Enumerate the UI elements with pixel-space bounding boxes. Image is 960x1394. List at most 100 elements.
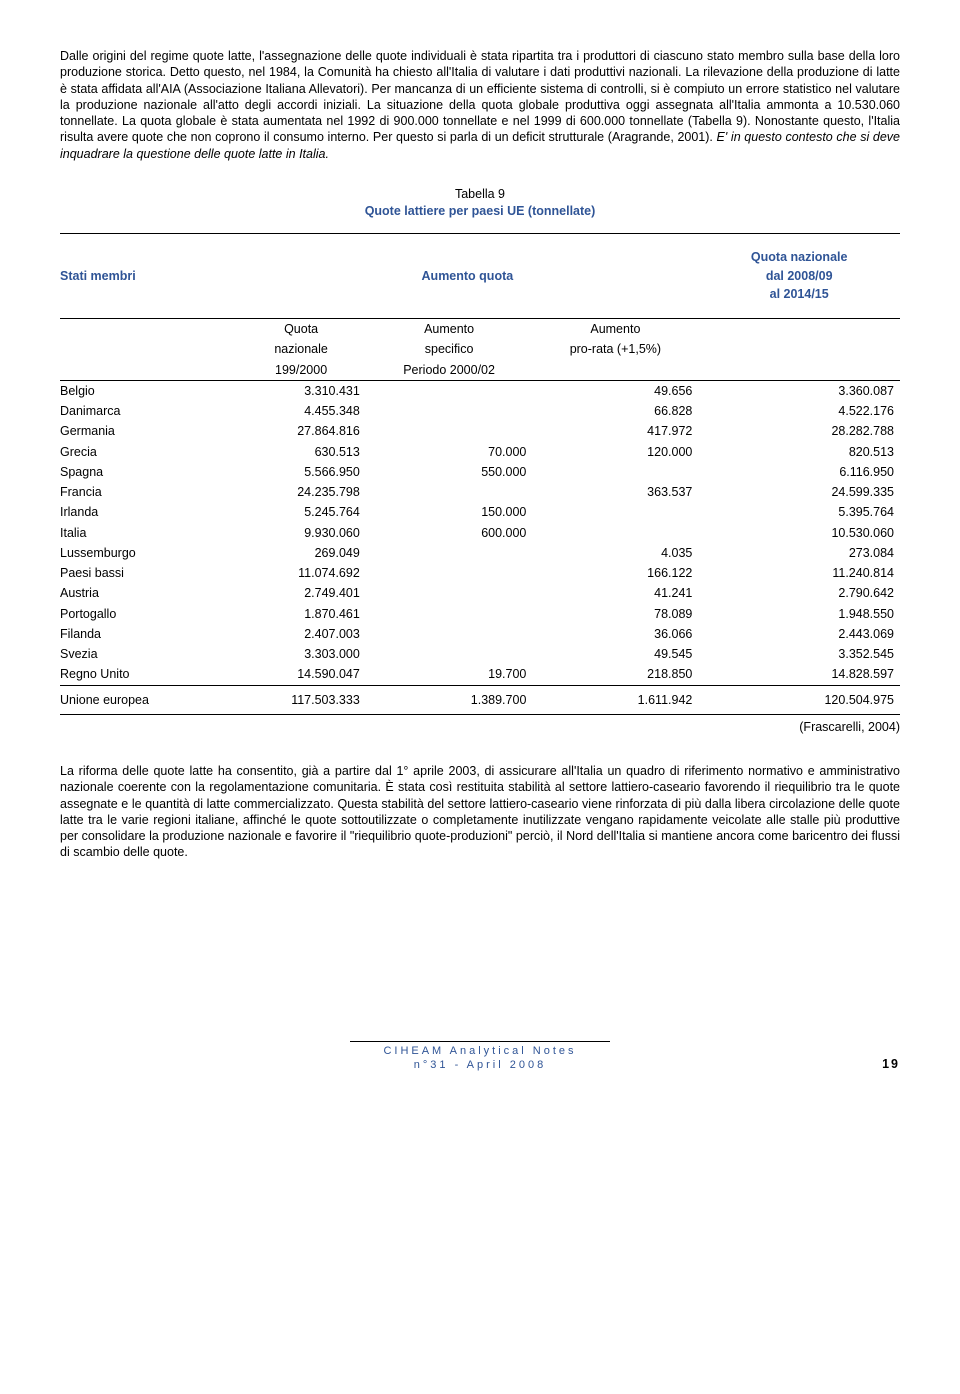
row-a: 3.310.431	[236, 380, 365, 401]
table-row: Regno Unito14.590.04719.700218.85014.828…	[60, 664, 900, 685]
subhead-c1l1: Quota	[236, 319, 365, 340]
row-a: 24.235.798	[236, 482, 365, 502]
table-row: Germania27.864.816 417.97228.282.788	[60, 421, 900, 441]
subhead-c3l2: pro-rata (+1,5%)	[532, 339, 698, 359]
page-number: 19	[882, 1056, 900, 1072]
col-header-aumento: Aumento quota	[236, 233, 698, 318]
footer-line1: CIHEAM Analytical Notes	[60, 1044, 900, 1058]
row-c	[532, 502, 698, 522]
row-c: 78.089	[532, 604, 698, 624]
row-a: 1.870.461	[236, 604, 365, 624]
row-d: 28.282.788	[698, 421, 900, 441]
row-c: 417.972	[532, 421, 698, 441]
table-caption: Tabella 9 Quote lattiere per paesi UE (t…	[60, 186, 900, 221]
total-name: Unione europea	[60, 685, 236, 714]
row-d: 273.084	[698, 543, 900, 563]
subhead-c1l3: 199/2000	[236, 360, 365, 381]
row-name: Germania	[60, 421, 236, 441]
row-name: Danimarca	[60, 401, 236, 421]
row-d: 6.116.950	[698, 462, 900, 482]
row-c: 36.066	[532, 624, 698, 644]
row-a: 630.513	[236, 442, 365, 462]
row-a: 5.566.950	[236, 462, 365, 482]
subhead-c2l3: Periodo 2000/02	[366, 360, 533, 381]
row-d: 3.360.087	[698, 380, 900, 401]
row-name: Filanda	[60, 624, 236, 644]
paragraph-reform: La riforma delle quote latte ha consenti…	[60, 763, 900, 861]
row-b	[366, 563, 533, 583]
row-b: 600.000	[366, 523, 533, 543]
table-row: Filanda2.407.003 36.0662.443.069	[60, 624, 900, 644]
row-c	[532, 462, 698, 482]
row-d: 2.443.069	[698, 624, 900, 644]
row-c	[532, 523, 698, 543]
row-name: Spagna	[60, 462, 236, 482]
table-row: Danimarca4.455.34866.8284.522.176	[60, 401, 900, 421]
row-b: 70.000	[366, 442, 533, 462]
row-c: 120.000	[532, 442, 698, 462]
row-name: Belgio	[60, 380, 236, 401]
row-b	[366, 644, 533, 664]
row-b	[366, 482, 533, 502]
page-footer: CIHEAM Analytical Notes n°31 - April 200…	[60, 1041, 900, 1073]
row-a: 2.749.401	[236, 583, 365, 603]
table-row: Grecia630.51370.000120.000820.513	[60, 442, 900, 462]
subhead-c2l1: Aumento	[366, 319, 533, 340]
row-b	[366, 604, 533, 624]
row-name: Svezia	[60, 644, 236, 664]
subhead-c1l2: nazionale	[236, 339, 365, 359]
row-c: 66.828	[532, 401, 698, 421]
row-d: 4.522.176	[698, 401, 900, 421]
total-d: 120.504.975	[698, 685, 900, 714]
row-b	[366, 583, 533, 603]
row-a: 27.864.816	[236, 421, 365, 441]
row-c: 218.850	[532, 664, 698, 685]
row-a: 5.245.764	[236, 502, 365, 522]
table-row: Francia24.235.798363.53724.599.335	[60, 482, 900, 502]
total-b: 1.389.700	[366, 685, 533, 714]
footer-line2: n°31 - April 2008	[60, 1058, 900, 1072]
row-a: 2.407.003	[236, 624, 365, 644]
table-row: Italia9.930.060600.00010.530.060	[60, 523, 900, 543]
row-d: 10.530.060	[698, 523, 900, 543]
row-b	[366, 421, 533, 441]
total-a: 117.503.333	[236, 685, 365, 714]
row-name: Portogallo	[60, 604, 236, 624]
table-row: Irlanda5.245.764150.000 5.395.764	[60, 502, 900, 522]
row-b	[366, 543, 533, 563]
table-row: Portogallo1.870.46178.0891.948.550	[60, 604, 900, 624]
row-name: Grecia	[60, 442, 236, 462]
row-a: 14.590.047	[236, 664, 365, 685]
row-a: 269.049	[236, 543, 365, 563]
table-row: Spagna5.566.950550.0006.116.950	[60, 462, 900, 482]
table-source: (Frascarelli, 2004)	[60, 719, 900, 735]
row-d: 820.513	[698, 442, 900, 462]
table-row: Paesi bassi11.074.692166.12211.240.814	[60, 563, 900, 583]
row-name: Lussemburgo	[60, 543, 236, 563]
row-d: 5.395.764	[698, 502, 900, 522]
row-d: 3.352.545	[698, 644, 900, 664]
row-name: Regno Unito	[60, 664, 236, 685]
row-b: 150.000	[366, 502, 533, 522]
row-c: 49.545	[532, 644, 698, 664]
row-b: 19.700	[366, 664, 533, 685]
table-row: Austria2.749.401 41.2412.790.642	[60, 583, 900, 603]
col-header-state: Stati membri	[60, 233, 236, 318]
row-a: 3.303.000	[236, 644, 365, 664]
row-a: 11.074.692	[236, 563, 365, 583]
row-d: 2.790.642	[698, 583, 900, 603]
row-b	[366, 624, 533, 644]
row-name: Austria	[60, 583, 236, 603]
row-d: 11.240.814	[698, 563, 900, 583]
paragraph-intro: Dalle origini del regime quote latte, l'…	[60, 48, 900, 162]
table-caption-title: Quote lattiere per paesi UE (tonnellate)	[60, 203, 900, 221]
subhead-c2l2: specifico	[366, 339, 533, 359]
table-caption-num: Tabella 9	[60, 186, 900, 204]
row-name: Irlanda	[60, 502, 236, 522]
row-c: 166.122	[532, 563, 698, 583]
total-c: 1.611.942	[532, 685, 698, 714]
row-d: 14.828.597	[698, 664, 900, 685]
table-row: Lussemburgo269.049 4.035273.084	[60, 543, 900, 563]
row-c: 4.035	[532, 543, 698, 563]
row-c: 41.241	[532, 583, 698, 603]
